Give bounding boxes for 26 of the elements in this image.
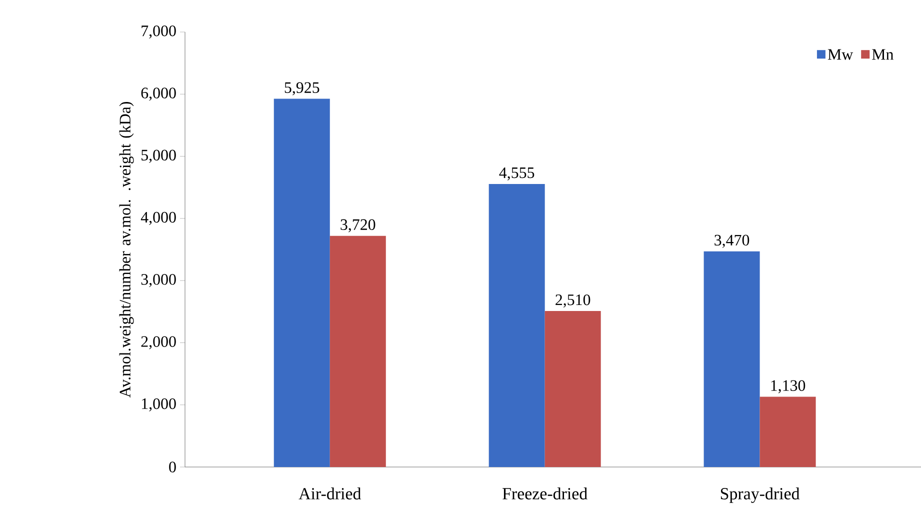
y-tick-label: 3,000 xyxy=(141,274,176,288)
y-tick-label: 2,000 xyxy=(141,336,176,350)
data-label: 4,555 xyxy=(499,167,534,180)
y-tick-label: 4,000 xyxy=(140,212,176,225)
data-label: 1,130 xyxy=(771,380,806,394)
bar xyxy=(330,236,386,467)
bar xyxy=(274,98,330,467)
legend-label: Mw xyxy=(828,49,854,60)
legend-label: Mn xyxy=(872,49,894,60)
bar xyxy=(544,311,601,467)
data-label: 2,510 xyxy=(556,294,590,308)
bar xyxy=(760,396,816,467)
y-tick-label: 7,000 xyxy=(142,25,176,39)
y-tick-label: 1,000 xyxy=(142,398,176,412)
x-tick-label: Freeze-dried xyxy=(502,488,588,500)
y-tick-label: 6,000 xyxy=(141,88,176,101)
data-label: 3,720 xyxy=(340,219,376,232)
y-tick-label: 0 xyxy=(169,462,176,472)
x-tick-label: Air-dried xyxy=(298,488,362,500)
data-label: 5,925 xyxy=(284,82,320,96)
x-tick-label: Spray-dried xyxy=(720,488,800,503)
y-axis-title: Av.mol.weight/number av.mol. .weight (kDa) xyxy=(119,102,134,398)
y-tick-label: 5,000 xyxy=(142,150,176,163)
bar xyxy=(488,184,545,467)
bar xyxy=(704,251,760,467)
data-label: 3,470 xyxy=(714,234,750,248)
